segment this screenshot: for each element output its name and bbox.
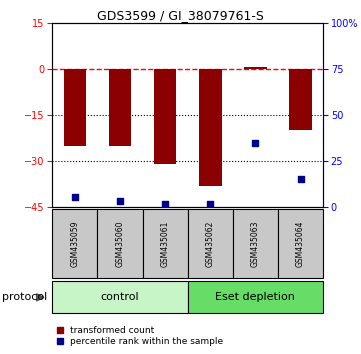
Text: GSM435059: GSM435059 — [70, 220, 79, 267]
Point — [162, 201, 168, 207]
Text: control: control — [101, 292, 139, 302]
Text: protocol: protocol — [2, 292, 47, 302]
Legend: transformed count, percentile rank within the sample: transformed count, percentile rank withi… — [57, 326, 223, 346]
Point — [298, 177, 304, 182]
Text: GSM435064: GSM435064 — [296, 220, 305, 267]
Text: GSM435060: GSM435060 — [116, 220, 125, 267]
Text: GDS3599 / GI_38079761-S: GDS3599 / GI_38079761-S — [97, 9, 264, 22]
Bar — [199, 69, 222, 185]
Bar — [154, 69, 177, 164]
Bar — [289, 69, 312, 130]
Point — [253, 140, 258, 145]
Bar — [109, 69, 131, 146]
Text: GSM435061: GSM435061 — [161, 220, 170, 267]
Point — [72, 194, 78, 200]
Text: Eset depletion: Eset depletion — [216, 292, 295, 302]
Point — [207, 201, 213, 207]
Bar — [64, 69, 86, 146]
Text: GSM435062: GSM435062 — [206, 220, 215, 267]
Text: GSM435063: GSM435063 — [251, 220, 260, 267]
Bar — [244, 68, 267, 69]
Point — [117, 198, 123, 204]
